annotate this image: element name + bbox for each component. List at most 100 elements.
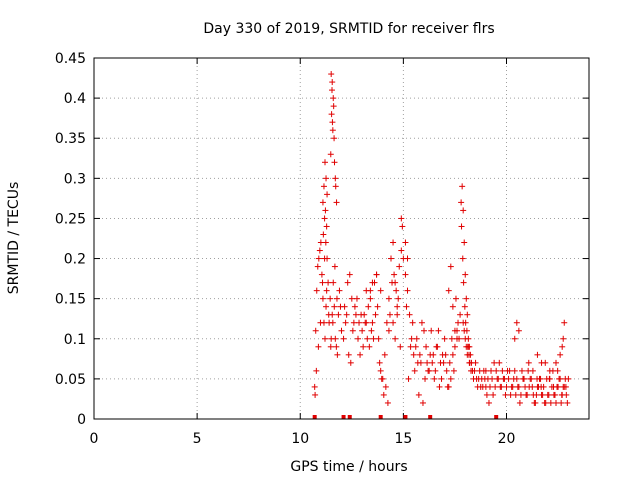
data-point — [515, 327, 522, 334]
data-point — [468, 367, 475, 374]
x-tick-label: 15 — [394, 431, 412, 447]
data-point — [357, 351, 364, 358]
data-point — [434, 343, 441, 350]
data-point — [529, 367, 536, 374]
data-point — [404, 287, 411, 294]
data-point — [364, 335, 371, 342]
data-point — [460, 279, 467, 286]
data-point — [368, 327, 375, 334]
data-point — [408, 335, 415, 342]
data-point — [389, 279, 396, 286]
data-point — [406, 311, 413, 318]
data-point — [353, 295, 360, 302]
data-point — [422, 375, 429, 382]
data-point — [315, 255, 322, 262]
data-point — [348, 295, 355, 302]
rug-mark — [347, 415, 352, 419]
data-point — [485, 399, 492, 406]
data-point — [369, 319, 376, 326]
data-point — [545, 391, 552, 398]
data-point — [377, 367, 384, 374]
data-point — [347, 359, 354, 366]
data-point — [436, 383, 443, 390]
data-point — [344, 279, 351, 286]
data-point — [329, 119, 336, 126]
data-point — [338, 327, 345, 334]
data-point — [340, 335, 347, 342]
data-point — [508, 383, 515, 390]
data-point — [313, 367, 320, 374]
data-point — [534, 375, 541, 382]
data-point — [376, 359, 383, 366]
data-point — [332, 175, 339, 182]
data-point — [403, 303, 410, 310]
data-point — [373, 271, 380, 278]
data-point — [325, 311, 332, 318]
data-point — [525, 359, 532, 366]
data-point — [462, 335, 469, 342]
data-point — [314, 263, 321, 270]
data-point — [355, 335, 361, 342]
data-point — [429, 359, 436, 366]
data-point — [502, 391, 509, 398]
data-point — [441, 335, 448, 342]
y-tick-label: 0.1 — [64, 332, 86, 348]
data-point — [435, 327, 442, 334]
data-point — [332, 183, 339, 190]
data-point — [323, 303, 330, 310]
data-point — [405, 375, 412, 382]
data-point — [383, 319, 390, 326]
y-tick-label: 0.2 — [64, 252, 86, 268]
x-tick-label: 5 — [193, 431, 202, 447]
data-point — [460, 319, 467, 326]
data-point — [560, 335, 567, 342]
data-point — [488, 367, 495, 374]
data-point — [546, 367, 553, 374]
data-point — [394, 311, 401, 318]
data-point — [499, 367, 506, 374]
data-point — [462, 271, 469, 278]
y-tick-label: 0.05 — [55, 372, 86, 388]
data-point — [330, 103, 337, 110]
data-point — [333, 343, 340, 350]
data-point — [312, 391, 319, 398]
data-point — [458, 223, 465, 230]
rug-mark — [341, 415, 346, 419]
data-point — [461, 327, 468, 334]
data-point — [518, 367, 525, 374]
data-point — [444, 383, 451, 390]
data-point — [426, 367, 433, 374]
data-point — [466, 359, 473, 366]
data-point — [362, 319, 369, 326]
x-axis-label: GPS time / hours — [290, 459, 407, 475]
data-point — [352, 311, 359, 318]
data-point — [330, 279, 337, 286]
data-point — [407, 343, 414, 350]
data-point — [445, 287, 452, 294]
data-point — [493, 367, 500, 374]
rug-mark — [428, 415, 433, 419]
data-point — [527, 375, 534, 382]
data-point — [390, 239, 397, 246]
data-point — [410, 351, 417, 358]
data-point — [398, 247, 405, 254]
chart-title: Day 330 of 2019, SRMTID for receiver flr… — [203, 21, 494, 37]
data-point — [319, 295, 326, 302]
data-point — [491, 359, 498, 366]
data-point — [332, 335, 339, 342]
data-point — [360, 343, 367, 350]
data-point — [446, 359, 453, 366]
data-point — [381, 351, 388, 358]
data-point — [556, 375, 563, 382]
data-point — [311, 383, 318, 390]
data-point — [551, 391, 558, 398]
data-point — [322, 159, 328, 166]
data-point — [399, 223, 406, 230]
data-point — [382, 383, 389, 390]
data-point — [327, 151, 334, 158]
data-points — [311, 71, 572, 406]
data-point — [398, 215, 405, 222]
data-point — [415, 391, 422, 398]
data-point — [345, 351, 352, 358]
data-point — [511, 367, 518, 374]
